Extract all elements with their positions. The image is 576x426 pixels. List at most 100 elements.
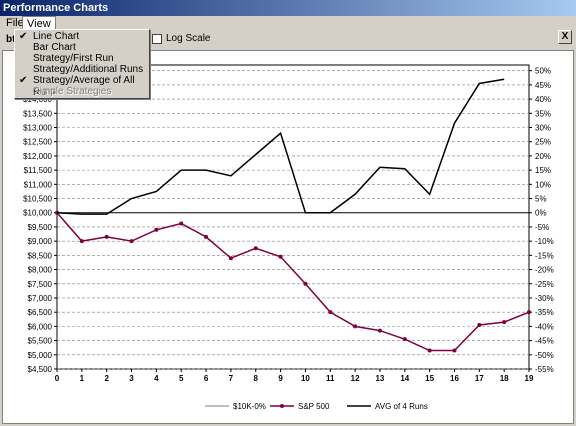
right-axis-label: -20% <box>535 266 554 275</box>
left-axis-label: $13,000 <box>23 124 52 133</box>
left-axis-label: $6,500 <box>28 308 53 317</box>
data-point-s-p-500 <box>303 281 308 286</box>
x-axis-label: 8 <box>254 374 259 383</box>
left-axis-label: $14,000 <box>23 95 52 104</box>
menu-item-strategy-first-run[interactable]: Strategy/First Run <box>17 53 147 65</box>
close-chart-button[interactable]: X <box>558 30 572 44</box>
right-axis-label: 5% <box>535 195 547 204</box>
left-axis-label: $9,000 <box>28 237 53 246</box>
plot-frame <box>56 64 530 370</box>
left-axis-label: $11,500 <box>24 166 53 175</box>
window-title: Performance Charts <box>3 2 109 14</box>
left-axis-label: $7,500 <box>28 280 53 289</box>
left-axis-label: $12,500 <box>23 138 52 147</box>
right-axis-label: 45% <box>535 81 551 90</box>
data-point-s-p-500 <box>527 310 531 315</box>
menu-bar: File View <box>0 16 576 30</box>
x-axis-label: 16 <box>450 374 459 383</box>
x-axis-label: 15 <box>425 374 434 383</box>
right-axis-label: -45% <box>535 337 554 346</box>
menu-item-strategy-additional-runs[interactable]: Strategy/Additional Runs <box>17 64 147 76</box>
x-axis-label: 10 <box>301 374 310 383</box>
right-axis-label: -40% <box>535 322 554 331</box>
x-axis-label: 7 <box>229 374 234 383</box>
menu-item-label: Simple Strategies <box>33 86 112 97</box>
legend-label-s-p-500: S&P 500 <box>298 402 330 411</box>
left-axis-label: $9,500 <box>28 223 53 232</box>
right-axis-label: 0% <box>535 209 547 218</box>
menu-view[interactable]: View <box>22 16 56 30</box>
left-axis-label: $8,500 <box>28 251 53 260</box>
x-axis-label: 6 <box>204 374 209 383</box>
data-point-s-p-500 <box>228 256 233 261</box>
x-axis-label: 5 <box>179 374 184 383</box>
left-axis-label: $5,000 <box>28 351 53 360</box>
x-axis-label: 13 <box>375 374 384 383</box>
right-axis-label: 50% <box>535 67 551 76</box>
menu-item-label: Strategy/First Run <box>33 53 114 64</box>
right-axis-label: 35% <box>535 109 551 118</box>
window-title-bar: Performance Charts <box>0 0 576 16</box>
right-axis-label: -25% <box>535 280 554 289</box>
legend-label-avg-of-4-runs: AVG of 4 Runs <box>375 402 428 411</box>
series-line-s-p-500 <box>56 212 530 352</box>
log-scale-checkbox[interactable] <box>152 34 162 44</box>
data-point-s-p-500 <box>154 227 159 232</box>
menu-item-label: Strategy/Average of All Runs <box>33 75 135 98</box>
menu-item-line-chart[interactable]: ✔ Line Chart <box>17 31 147 43</box>
right-axis-label: 40% <box>535 95 551 104</box>
left-axis-label: $13,500 <box>23 109 52 118</box>
menu-item-label: Line Chart <box>33 31 80 42</box>
legend-marker-s-p-500 <box>280 404 284 408</box>
data-point-s-p-500 <box>427 348 432 353</box>
menu-item-label: Strategy/Additional Runs <box>33 64 144 75</box>
data-point-s-p-500 <box>278 254 283 259</box>
right-axis-label: 10% <box>535 180 551 189</box>
right-axis-label: -35% <box>535 308 554 317</box>
log-scale-label: Log Scale <box>166 33 211 44</box>
menu-file[interactable]: File <box>6 17 24 29</box>
series-line-avg-of-4-runs <box>56 78 505 215</box>
data-point-s-p-500 <box>253 246 258 251</box>
left-axis-label: $11,000 <box>24 180 53 189</box>
data-point-s-p-500 <box>353 324 358 329</box>
left-axis-label: $10,000 <box>23 209 52 218</box>
data-point-s-p-500 <box>129 239 134 244</box>
x-axis-label: 1 <box>80 374 85 383</box>
data-point-s-p-500 <box>502 320 507 325</box>
performance-line-chart: -55% -50% -45% -40% -35% -30% -25% -20% -15% -10%… <box>23 64 554 411</box>
right-axis-label: -55% <box>535 365 554 374</box>
right-axis-label: 30% <box>535 124 551 133</box>
data-point-s-p-500 <box>104 234 109 239</box>
data-point-s-p-500 <box>377 328 382 333</box>
x-axis-label: 18 <box>500 374 509 383</box>
x-axis-label: 11 <box>326 374 335 383</box>
left-axis-label: $7,000 <box>28 294 53 303</box>
x-axis-label: 9 <box>278 374 283 383</box>
chart-panel: -55% -50% -45% -40% -35% -30% -25% -20% -15% -10%… <box>2 50 574 424</box>
menu-item-bar-chart[interactable]: Bar Chart <box>17 42 147 54</box>
x-axis-label: 14 <box>400 374 409 383</box>
legend-label-10k-0: $10K-0% <box>233 402 266 411</box>
right-axis-label: -5% <box>535 223 549 232</box>
data-point-s-p-500 <box>402 337 407 342</box>
menu-item-strategy-average[interactable]: ✔ Strategy/Average of All Runs <box>17 75 147 98</box>
right-axis-label: 20% <box>535 152 551 161</box>
menu-item-simple-strategies: Simple Strategies <box>17 86 147 98</box>
left-axis-label: $5,500 <box>28 337 53 346</box>
x-axis-label: 2 <box>104 374 109 383</box>
left-axis-label: $10,500 <box>23 195 52 204</box>
data-point-s-p-500 <box>179 221 184 226</box>
view-dropdown-menu: ✔ Line Chart Bar Chart Strategy/First Ru… <box>14 29 150 99</box>
x-axis-label: 4 <box>154 374 159 383</box>
checkmark-icon: ✔ <box>19 75 28 86</box>
x-axis-label: 12 <box>351 374 360 383</box>
left-axis-label: $12,000 <box>23 152 52 161</box>
left-axis-label: $4,500 <box>28 365 53 374</box>
right-axis-label: -30% <box>535 294 554 303</box>
x-axis-label: 0 <box>55 374 60 383</box>
left-axis-label: $6,000 <box>28 322 53 331</box>
data-point-s-p-500 <box>477 322 482 327</box>
data-point-s-p-500 <box>452 348 457 353</box>
data-point-s-p-500 <box>79 239 84 244</box>
